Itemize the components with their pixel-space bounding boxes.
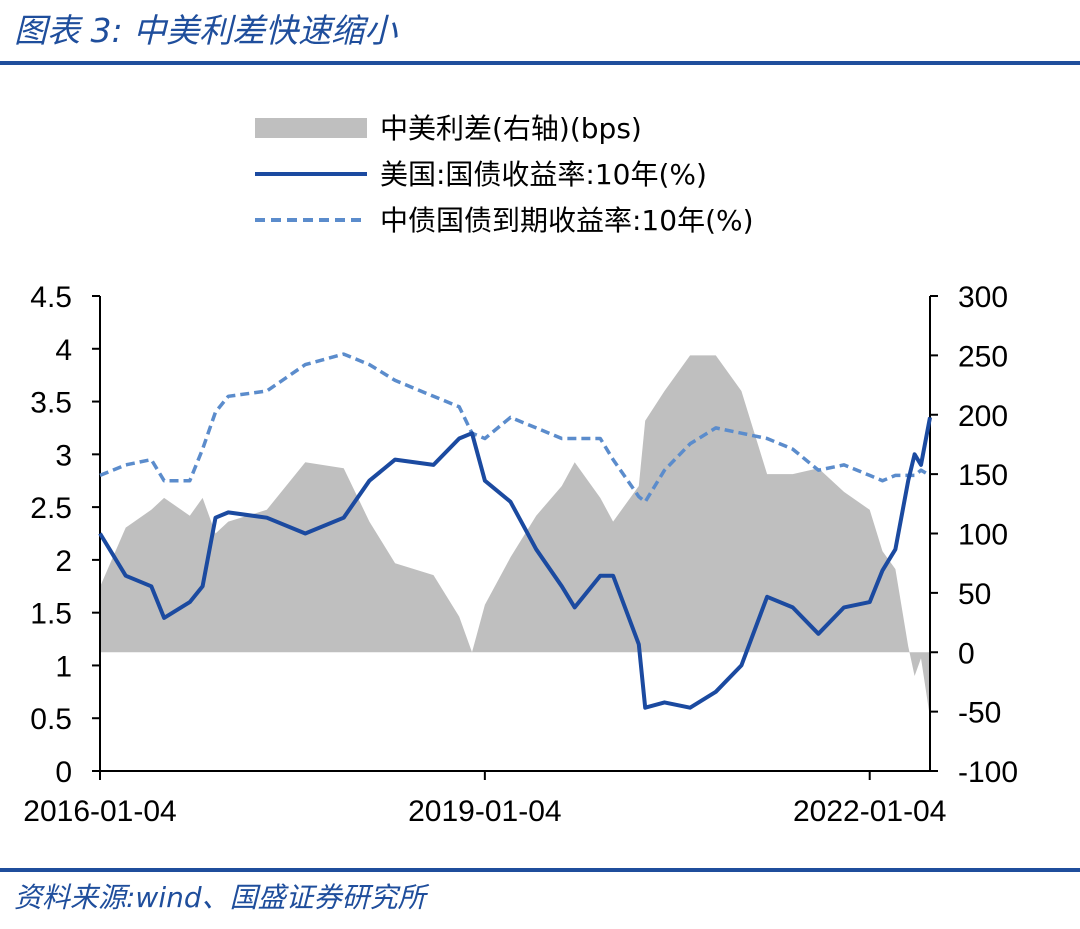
legend-label-us10y: 美国:国债收益率:10年(%) <box>380 158 707 191</box>
left-tick-label: 1.5 <box>30 598 72 631</box>
left-tick-label: 3.5 <box>30 387 72 420</box>
spread-area <box>100 355 930 718</box>
right-tick-label: 300 <box>958 281 1008 314</box>
bottom-rule <box>0 868 1080 872</box>
legend-label-spread: 中美利差(右轴)(bps) <box>380 112 642 145</box>
left-tick-label: 4 <box>55 334 72 367</box>
right-tick-label: 100 <box>958 519 1008 552</box>
right-tick-label: 250 <box>958 340 1008 373</box>
left-tick-label: 1 <box>55 650 72 683</box>
legend-swatch-spread <box>255 118 367 138</box>
source-note: 资料来源:wind、国盛证券研究所 <box>14 881 426 914</box>
chart: 中美利差(右轴)(bps) 美国:国债收益率:10年(%) 中债国债到期收益率:10… <box>23 112 1018 828</box>
legend: 中美利差(右轴)(bps) 美国:国债收益率:10年(%) 中债国债到期收益率:10… <box>255 112 754 237</box>
left-tick-label: 3 <box>55 439 72 472</box>
x-tick-label: 2019-01-04 <box>408 795 561 828</box>
legend-label-cn10y: 中债国债到期收益率:10年(%) <box>380 204 754 237</box>
right-tick-label: 50 <box>958 578 991 611</box>
top-rule <box>0 61 1080 65</box>
left-tick-label: 2 <box>55 545 72 578</box>
cn10y-line <box>99 352 931 504</box>
figure-title: 图表 3: 中美利差快速缩小 <box>14 11 398 50</box>
x-tick-label: 2016-01-04 <box>23 795 176 828</box>
right-tick-label: 0 <box>958 637 975 670</box>
spread-area-layer <box>100 355 930 718</box>
left-tick-label: 2.5 <box>30 492 72 525</box>
left-tick-label: 0 <box>55 756 72 789</box>
x-tick-label: 2022-01-04 <box>793 795 946 828</box>
right-tick-label: -50 <box>958 697 1001 730</box>
right-tick-label: 200 <box>958 400 1008 433</box>
us10y-line <box>98 417 932 710</box>
axes: 0 0.5 1 1.5 2 2.5 3 3.5 4 4.5 -100 -50 0 50 100 150 200 2… <box>23 281 1018 828</box>
left-tick-label: 0.5 <box>30 703 72 736</box>
right-tick-label: -100 <box>958 756 1018 789</box>
right-tick-label: 150 <box>958 459 1008 492</box>
series-lines <box>98 352 932 710</box>
left-tick-label: 4.5 <box>30 281 72 314</box>
